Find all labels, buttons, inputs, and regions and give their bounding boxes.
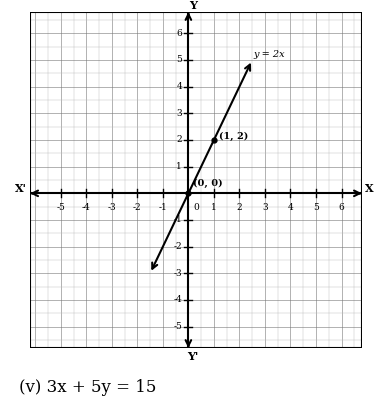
Text: -5: -5 [56,203,65,212]
Text: X: X [365,183,373,194]
Text: (0, 0): (0, 0) [193,179,223,188]
Text: 5: 5 [313,203,319,212]
Text: -1: -1 [173,216,182,224]
Text: 3: 3 [176,109,182,118]
Text: (v) 3x + 5y = 15: (v) 3x + 5y = 15 [19,379,156,396]
Text: y = 2x: y = 2x [253,50,285,59]
Text: 5: 5 [176,56,182,64]
Text: -1: -1 [158,203,167,212]
Text: -2: -2 [133,203,142,212]
Text: 6: 6 [176,29,182,38]
Text: 1: 1 [211,203,217,212]
Text: -4: -4 [173,296,182,304]
Text: 6: 6 [339,203,344,212]
Text: -3: -3 [173,269,182,278]
Text: (1, 2): (1, 2) [219,132,248,141]
Text: -4: -4 [82,203,91,212]
Text: -3: -3 [107,203,116,212]
Text: Y': Y' [187,351,199,362]
Text: 2: 2 [176,136,182,144]
Text: 3: 3 [262,203,268,212]
Text: X': X' [14,183,26,194]
Text: 4: 4 [176,82,182,91]
Text: Y: Y [189,0,197,11]
Text: -2: -2 [173,242,182,251]
Text: 1: 1 [176,162,182,171]
Text: 2: 2 [237,203,242,212]
Text: 4: 4 [288,203,293,212]
Text: -5: -5 [173,322,182,331]
Text: 0: 0 [193,203,199,212]
